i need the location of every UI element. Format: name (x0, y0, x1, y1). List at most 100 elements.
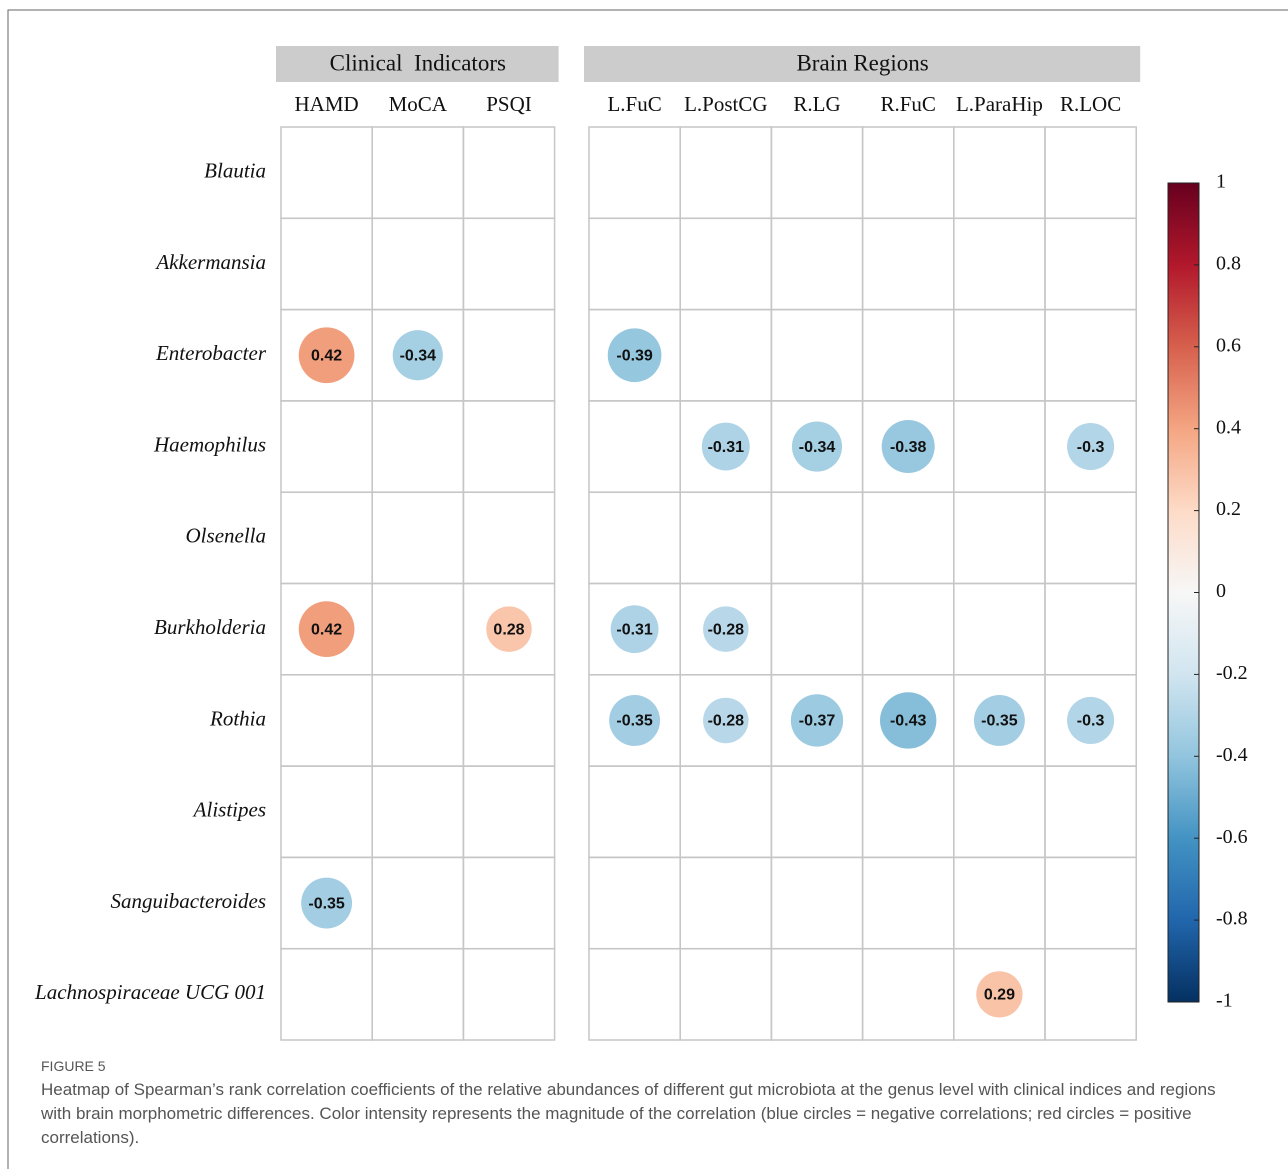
caption: Heatmap of Spearman’s rank correlation c… (41, 1080, 1216, 1147)
cell (861, 491, 955, 585)
value-label: -0.35 (981, 713, 1018, 730)
value-label: -0.38 (890, 439, 927, 456)
figure-label: FIGURE 5 (41, 1058, 106, 1074)
cell (953, 308, 1046, 402)
cell (770, 126, 864, 220)
value-label: -0.28 (708, 621, 745, 638)
correlation-circle (701, 422, 750, 471)
cell (953, 126, 1046, 220)
cell (280, 217, 373, 311)
correlation-circle (880, 692, 937, 749)
cell (371, 856, 465, 950)
cell (588, 400, 681, 493)
cell (679, 308, 773, 402)
value-label: -0.34 (799, 439, 836, 456)
colorbar-tick-label: 0.4 (1216, 416, 1241, 438)
correlation-circle (609, 695, 661, 746)
colorbar-tick-label: -0.8 (1216, 908, 1248, 930)
correlation-circle (703, 606, 749, 652)
correlation-circle (607, 328, 662, 383)
cell (679, 947, 773, 1041)
cell (371, 947, 465, 1041)
cell (371, 765, 465, 859)
cell (371, 674, 465, 767)
cell (371, 400, 465, 493)
cell (861, 217, 955, 311)
cell (953, 856, 1046, 950)
cell (462, 126, 556, 220)
correlation-circle (790, 694, 844, 747)
cell (953, 491, 1046, 585)
cell (1044, 308, 1137, 402)
value-label: 0.42 (311, 347, 342, 364)
row-label: Alistipes (192, 798, 266, 822)
value-label: -0.43 (890, 713, 927, 730)
colorbar-tick-label: 0.2 (1216, 498, 1241, 520)
value-label: 0.42 (311, 621, 342, 638)
cell (770, 856, 864, 950)
colorbar-tick-label: -0.4 (1216, 744, 1248, 766)
cell (770, 947, 864, 1041)
cell (371, 217, 465, 311)
cell (588, 856, 681, 950)
value-label: -0.35 (308, 895, 345, 912)
cell (861, 126, 955, 220)
colorbar (1167, 182, 1200, 1003)
correlation-circle (881, 420, 935, 474)
cell (280, 400, 373, 493)
correlation-circle (973, 695, 1025, 746)
column-label: HAMD (295, 92, 359, 116)
panel-title: Clinical Indicators (330, 50, 506, 75)
value-label: -0.31 (708, 439, 745, 456)
correlation-circle (486, 606, 532, 652)
correlation-circle (298, 601, 355, 658)
cell (770, 491, 864, 585)
cell (371, 126, 465, 220)
cell (770, 582, 864, 676)
cell (462, 491, 556, 585)
cell (679, 856, 773, 950)
column-label: R.FuC (880, 92, 935, 116)
cell (371, 582, 465, 676)
value-label: 0.29 (984, 987, 1015, 1004)
correlation-circle (1067, 422, 1115, 471)
cell (861, 582, 955, 676)
cell (861, 856, 955, 950)
cell (462, 217, 556, 311)
value-label: -0.34 (400, 347, 437, 364)
value-label: 0.28 (493, 621, 524, 638)
correlation-circle (703, 697, 749, 744)
cell (588, 947, 681, 1041)
cell (861, 765, 955, 859)
value-label: -0.37 (799, 713, 836, 730)
correlation-circle (610, 605, 659, 654)
cell (1044, 126, 1137, 220)
panel-header (276, 46, 559, 82)
column-label: R.LG (793, 92, 840, 116)
cell (953, 217, 1046, 311)
colorbar-tick-label: 1 (1216, 171, 1226, 193)
colorbar-tick-label: -0.2 (1216, 662, 1248, 684)
panel-title: Brain Regions (796, 50, 928, 75)
cell (679, 491, 773, 585)
cell (371, 491, 465, 585)
cell (953, 765, 1046, 859)
cell (462, 674, 556, 767)
cell (462, 400, 556, 493)
cell (280, 765, 373, 859)
cell (953, 400, 1046, 493)
cell (462, 308, 556, 402)
cell (588, 491, 681, 585)
cell (1044, 765, 1137, 859)
cell (280, 491, 373, 585)
colorbar-tick-label: 0.8 (1216, 252, 1241, 274)
cell (280, 674, 373, 767)
row-label: Lachnospiraceae UCG 001 (34, 980, 266, 1004)
cell (679, 217, 773, 311)
cell (861, 308, 955, 402)
cell (953, 582, 1046, 676)
cell (770, 308, 864, 402)
cell (861, 947, 955, 1041)
